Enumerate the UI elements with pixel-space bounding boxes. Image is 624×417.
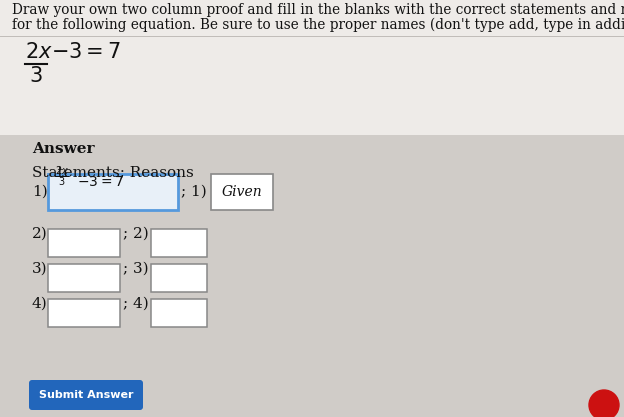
FancyBboxPatch shape — [0, 135, 624, 417]
Text: 1): 1) — [32, 185, 48, 199]
Text: ; 2): ; 2) — [123, 227, 149, 241]
Text: 3): 3) — [32, 262, 47, 276]
Text: ; 3): ; 3) — [123, 262, 149, 276]
FancyBboxPatch shape — [151, 299, 207, 327]
Text: $2x$: $2x$ — [25, 42, 53, 62]
Text: $3$: $3$ — [29, 66, 42, 86]
Text: ; 4): ; 4) — [123, 297, 149, 311]
FancyBboxPatch shape — [0, 0, 624, 137]
FancyBboxPatch shape — [29, 380, 143, 410]
FancyBboxPatch shape — [211, 174, 273, 210]
Circle shape — [589, 390, 619, 417]
Text: 2): 2) — [32, 227, 48, 241]
Text: $\frac{2x}{3}$: $\frac{2x}{3}$ — [55, 165, 69, 189]
Text: ; 1): ; 1) — [181, 185, 207, 199]
Text: $- 3 = 7$: $- 3 = 7$ — [51, 42, 121, 62]
Text: Submit Answer: Submit Answer — [39, 390, 134, 400]
FancyBboxPatch shape — [48, 174, 178, 210]
FancyBboxPatch shape — [151, 264, 207, 292]
Text: Draw your own two column proof and fill in the blanks with the correct statement: Draw your own two column proof and fill … — [12, 3, 624, 17]
Text: $- 3 = 7$: $- 3 = 7$ — [77, 175, 124, 189]
FancyBboxPatch shape — [151, 229, 207, 257]
FancyBboxPatch shape — [48, 229, 120, 257]
Text: 4): 4) — [32, 297, 48, 311]
Text: for the following equation. Be sure to use the proper names (don't type add, typ: for the following equation. Be sure to u… — [12, 18, 624, 33]
FancyBboxPatch shape — [48, 264, 120, 292]
Text: Answer: Answer — [32, 142, 94, 156]
Text: Given: Given — [222, 185, 262, 199]
Text: Statements; Reasons: Statements; Reasons — [32, 165, 193, 179]
FancyBboxPatch shape — [48, 299, 120, 327]
